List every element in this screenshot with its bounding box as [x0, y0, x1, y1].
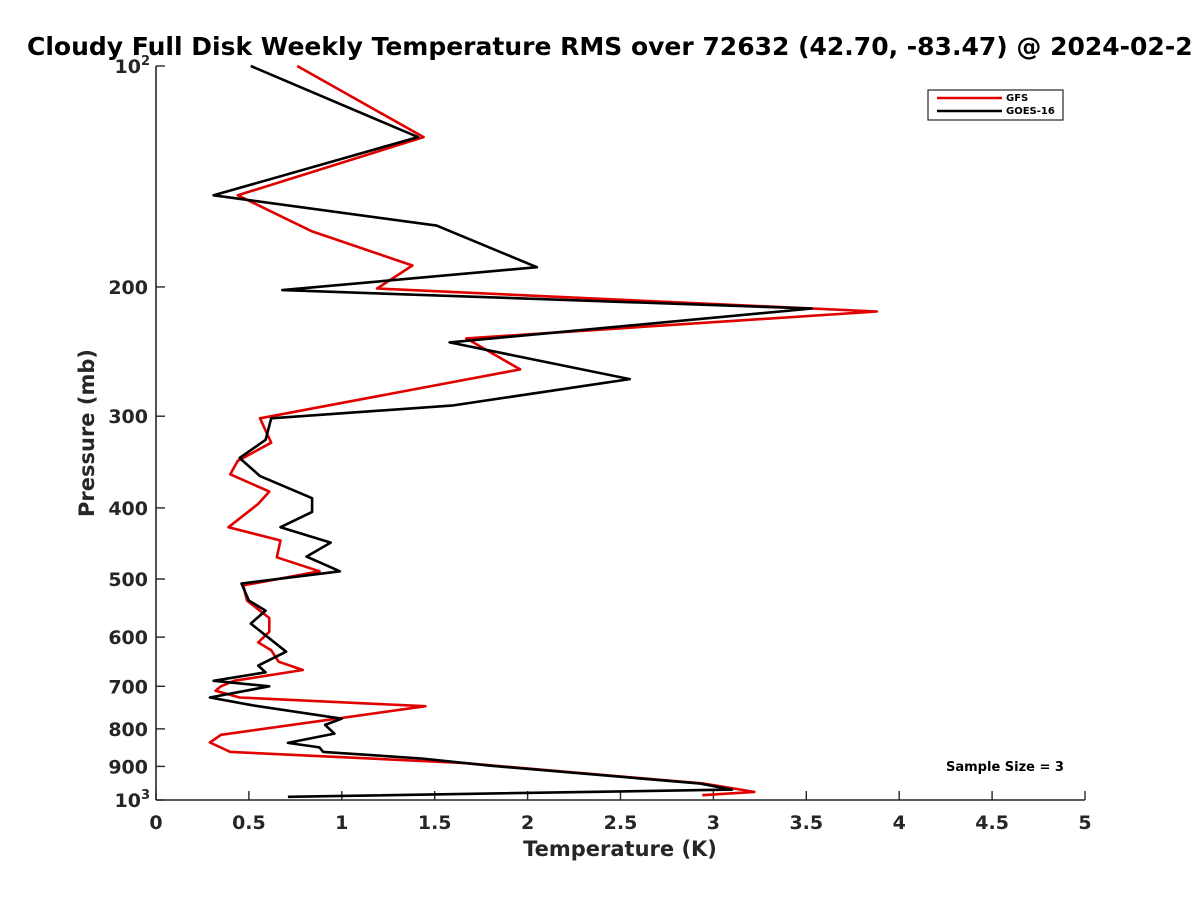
y-axis-label: Pressure (mb)	[75, 349, 99, 517]
y-tick-label: 300	[108, 406, 148, 428]
y-tick-label: 102	[115, 54, 151, 78]
y-tick-label: 800	[108, 719, 148, 741]
y-tick-label-exponent: 3	[141, 788, 150, 803]
x-tick-label: 2	[521, 812, 534, 834]
series-line-gfs	[208, 64, 879, 797]
y-tick-label: 400	[108, 498, 148, 520]
y-tick-label-exponent: 2	[141, 54, 150, 69]
y-tick-label: 600	[108, 627, 148, 649]
y-tick-label: 900	[108, 756, 148, 778]
sample-size-annotation: Sample Size = 3	[946, 760, 1064, 775]
legend-label-goes16: GOES-16	[1006, 106, 1055, 117]
x-ticks: 0 0.5 1 1.5 2 2.5 3 3.5 4 4.5 5	[149, 791, 1092, 834]
legend: GFS GOES-16	[927, 89, 1064, 121]
series-lines	[208, 64, 879, 799]
x-tick-label: 3	[707, 812, 720, 834]
y-tick-label-base: 10	[115, 790, 141, 812]
x-tick-label: 5	[1078, 812, 1091, 834]
y-tick-label: 700	[108, 676, 148, 698]
y-tick-label-base: 10	[115, 56, 141, 78]
chart-title: Cloudy Full Disk Weekly Temperature RMS …	[27, 32, 1193, 61]
x-tick-label: 3.5	[789, 812, 823, 834]
y-tick-label: 103	[115, 788, 151, 812]
x-tick-label: 4.5	[975, 812, 1009, 834]
series-line-goes-16	[208, 64, 814, 799]
x-axis-label: Temperature (K)	[523, 837, 717, 861]
x-tick-label: 1	[335, 812, 348, 834]
legend-box	[927, 89, 1064, 121]
x-tick-label: 2.5	[604, 812, 638, 834]
legend-label-gfs: GFS	[1006, 93, 1028, 104]
y-tick-label: 500	[108, 569, 148, 591]
x-tick-label: 4	[893, 812, 906, 834]
x-tick-label: 1.5	[418, 812, 452, 834]
x-tick-label: 0	[149, 812, 162, 834]
x-tick-label: 0.5	[232, 812, 266, 834]
y-tick-label: 200	[108, 277, 148, 299]
